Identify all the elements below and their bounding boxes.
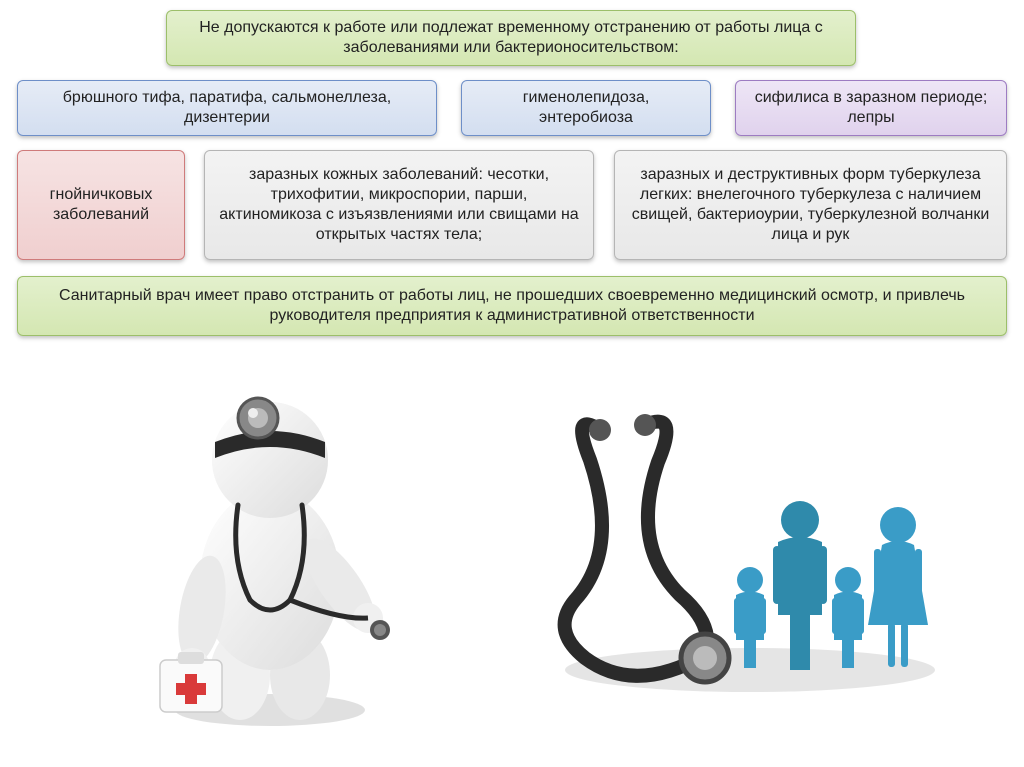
footer-text: Санитарный врач имеет право отстранить о… xyxy=(32,286,992,326)
row1-blue-box-2: гименолепидоза, энтеробиоза xyxy=(461,80,711,136)
row2-gray2-text: заразных и деструктивных форм туберкулез… xyxy=(629,165,992,245)
row2-gray1-text: заразных кожных заболеваний: чесотки, тр… xyxy=(219,165,579,245)
doctor-illustration xyxy=(130,370,410,730)
stethoscope-family-illustration xyxy=(540,400,960,700)
footer-box: Санитарный врач имеет право отстранить о… xyxy=(17,276,1007,336)
row1-blue1-text: брюшного тифа, паратифа, сальмонеллеза, … xyxy=(32,88,422,128)
row2-gray-box-1: заразных кожных заболеваний: чесотки, тр… xyxy=(204,150,594,260)
row1-blue2-text: гименолепидоза, энтеробиоза xyxy=(476,88,696,128)
row2-red-text: гнойничковых заболеваний xyxy=(32,185,170,225)
header-text: Не допускаются к работе или подлежат вре… xyxy=(181,18,841,58)
row1-blue-box-1: брюшного тифа, паратифа, сальмонеллеза, … xyxy=(17,80,437,136)
row2-gray-box-2: заразных и деструктивных форм туберкулез… xyxy=(614,150,1007,260)
row2-red-box: гнойничковых заболеваний xyxy=(17,150,185,260)
header-box: Не допускаются к работе или подлежат вре… xyxy=(166,10,856,66)
row1-purple-box: сифилиса в заразном периоде; лепры xyxy=(735,80,1007,136)
row1-purple-text: сифилиса в заразном периоде; лепры xyxy=(750,88,992,128)
